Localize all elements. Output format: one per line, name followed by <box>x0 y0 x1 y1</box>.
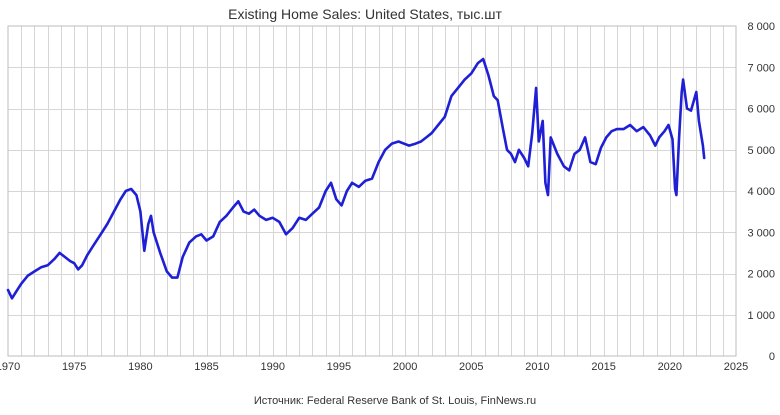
y-tick-label: 5 000 <box>747 145 775 157</box>
x-tick-label: 1980 <box>128 361 152 373</box>
y-axis-ticks: 0 1 000 2 000 3 000 4 000 5 000 6 000 7 000 8 00… <box>747 21 775 363</box>
y-tick-label: 3 000 <box>747 227 775 239</box>
y-tick-label: 7 000 <box>747 62 775 74</box>
series-line <box>6 57 706 300</box>
x-tick-label: 2025 <box>724 361 748 373</box>
x-tick-label: 2010 <box>525 361 549 373</box>
x-tick-label: 2020 <box>658 361 682 373</box>
y-tick-label: 8 000 <box>747 21 775 33</box>
grid-layer <box>8 26 736 356</box>
x-tick-label: 1990 <box>260 361 284 373</box>
source-caption: Источник: Federal Reserve Bank of St. Lo… <box>254 395 536 407</box>
x-tick-label: 2000 <box>393 361 417 373</box>
y-tick-label: 6 000 <box>747 104 775 116</box>
x-tick-label: 2015 <box>591 361 615 373</box>
series-layer <box>6 57 706 300</box>
chart-title: Existing Home Sales: United States, тыс.… <box>228 6 502 22</box>
x-tick-label: 2005 <box>459 361 483 373</box>
y-tick-label: 4 000 <box>747 186 775 198</box>
y-tick-label: 2 000 <box>747 269 775 281</box>
x-tick-label: 1970 <box>0 361 20 373</box>
x-axis-ticks: 1970 1975 1980 1985 1990 1995 2000 2005 2010 2015… <box>0 361 748 373</box>
x-tick-label: 1995 <box>327 361 351 373</box>
x-tick-label: 1975 <box>62 361 86 373</box>
y-tick-label: 0 <box>769 351 775 363</box>
plot-area-frame <box>7 25 737 357</box>
y-tick-label: 1 000 <box>747 310 775 322</box>
x-tick-label: 1985 <box>194 361 218 373</box>
